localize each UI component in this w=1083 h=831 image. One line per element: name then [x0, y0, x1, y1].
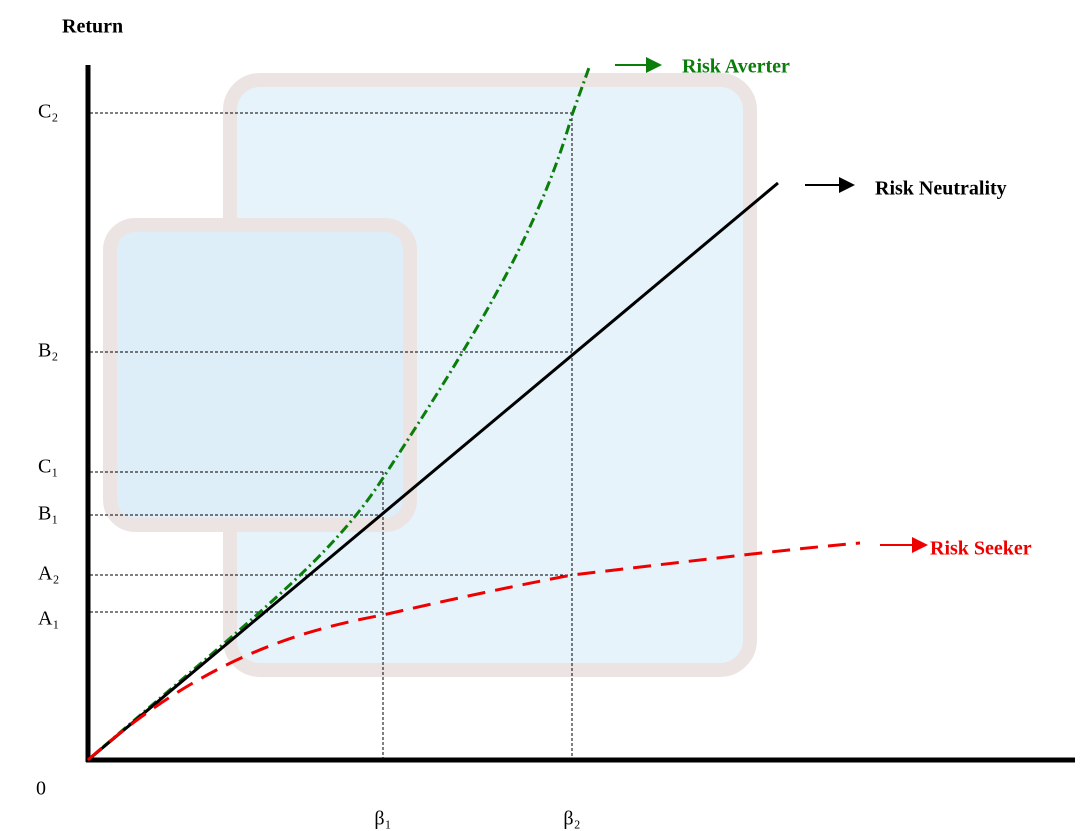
neutral-line [87, 181, 779, 762]
x-label: β₂ [563, 808, 580, 830]
watermark [103, 73, 757, 677]
guide-lines [90, 112, 573, 760]
averter-curve [87, 64, 592, 762]
axis-title: Return [62, 16, 123, 38]
seeker-curve [87, 541, 861, 762]
y-label: C₂ [38, 101, 58, 123]
x-label: β₁ [374, 808, 391, 830]
curve-label: Risk Seeker [930, 538, 1032, 560]
y-label: B₂ [38, 340, 58, 362]
y-label: C₁ [38, 456, 58, 478]
curve-label: Risk Averter [682, 56, 790, 78]
y-label: A₁ [38, 608, 59, 630]
y-label: B₁ [38, 503, 58, 525]
origin-label: 0 [36, 778, 46, 800]
curve-label: Risk Neutrality [875, 178, 1007, 200]
y-label: A₂ [38, 563, 59, 585]
